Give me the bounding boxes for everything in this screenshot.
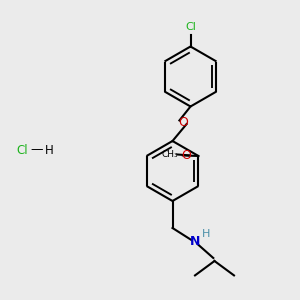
Text: CH₃: CH₃ (162, 150, 178, 159)
Text: O: O (178, 116, 188, 129)
Text: Cl: Cl (16, 143, 28, 157)
Text: H: H (202, 229, 210, 239)
Text: Cl: Cl (185, 22, 196, 32)
Text: H: H (44, 143, 53, 157)
Text: N: N (190, 235, 200, 248)
Text: O: O (181, 149, 191, 162)
Text: —: — (30, 143, 43, 157)
